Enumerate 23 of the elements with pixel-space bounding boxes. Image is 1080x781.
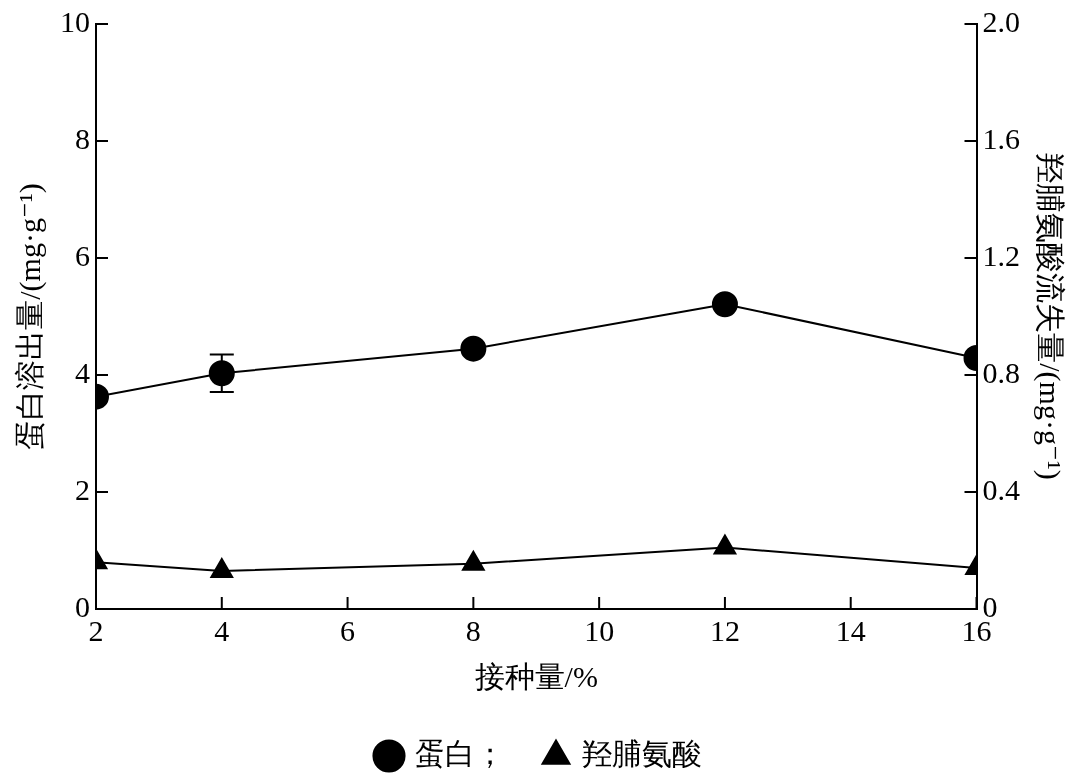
legend-label: 羟脯氨酸	[582, 736, 702, 770]
x-tick-label: 4	[214, 613, 230, 647]
y-tick-label: 10	[60, 4, 90, 38]
x-tick-label: 14	[835, 613, 866, 647]
legend-label: 蛋白；	[415, 736, 505, 770]
y2-tick-label: 0.8	[982, 355, 1020, 389]
y-tick-label: 6	[75, 238, 90, 272]
x-tick-label: 10	[584, 613, 615, 647]
x-axis-title: 接种量/%	[474, 659, 598, 693]
y-tick-label: 2	[75, 472, 90, 506]
y-tick-label: 4	[75, 355, 90, 389]
y-axis-title: 蛋白溶出量/(mg·g⁻¹)	[12, 183, 47, 450]
point	[460, 335, 487, 362]
y-tick-label: 8	[75, 121, 90, 155]
y2-tick-label: 0.4	[982, 472, 1020, 506]
y-tick-label: 0	[75, 589, 90, 623]
x-tick-label: 12	[709, 613, 740, 647]
y2-tick-label: 1.2	[982, 238, 1020, 272]
y2-axis-title: 羟脯氨酸流失量/(mg·g⁻¹)	[1033, 153, 1068, 480]
x-tick-label: 6	[340, 613, 356, 647]
y2-tick-label: 2.0	[982, 4, 1020, 38]
x-tick-label: 8	[465, 613, 481, 647]
y2-tick-label: 1.6	[982, 121, 1020, 155]
